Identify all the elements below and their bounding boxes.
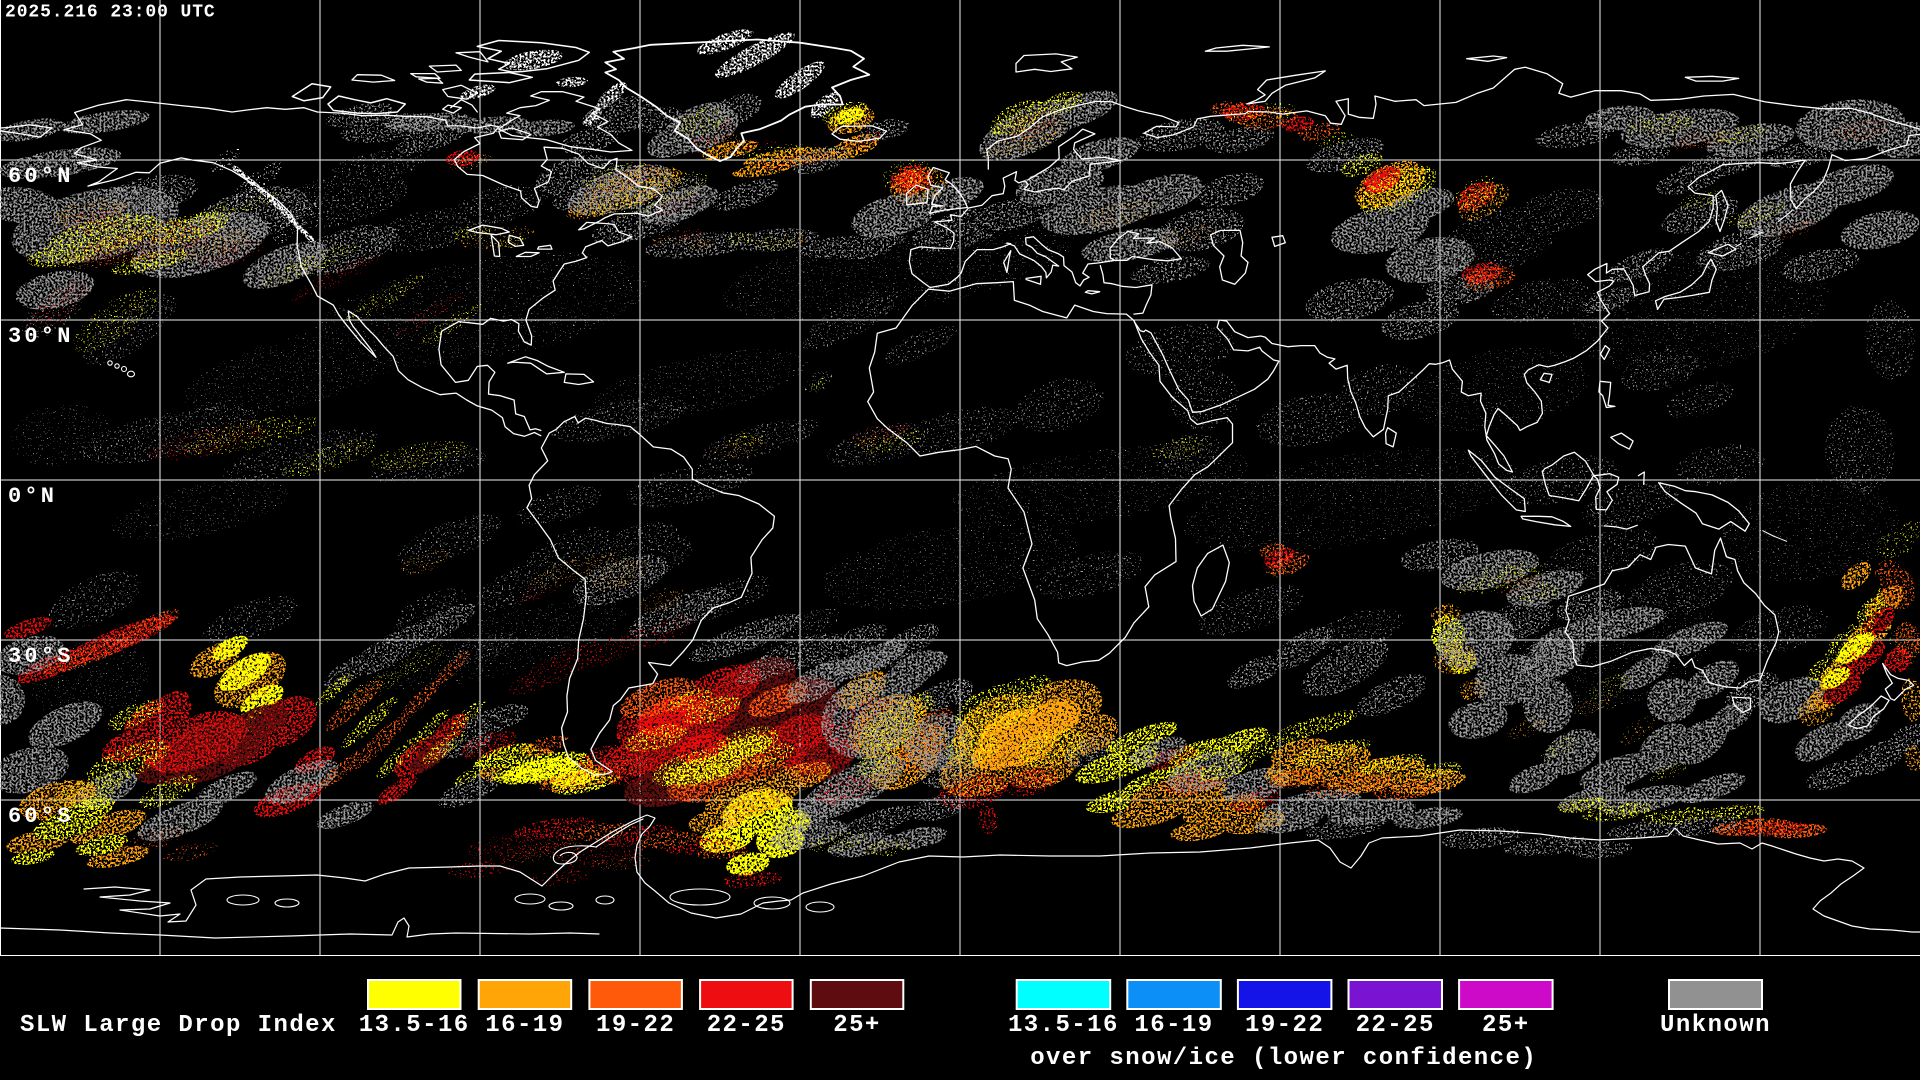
svg-text:over snow/ice (lower confidenc: over snow/ice (lower confidence) <box>1030 1045 1537 1072</box>
svg-text:19-22: 19-22 <box>596 1012 675 1039</box>
svg-text:2025.216 23:00 UTC: 2025.216 23:00 UTC <box>5 3 216 23</box>
svg-text:0°N: 0°N <box>8 484 57 509</box>
svg-text:60°N: 60°N <box>8 164 74 189</box>
svg-text:30°S: 30°S <box>8 644 74 669</box>
svg-text:13.5-16: 13.5-16 <box>359 1012 470 1039</box>
svg-text:13.5-16: 13.5-16 <box>1008 1012 1119 1039</box>
svg-text:SLW Large Drop Index: SLW Large Drop Index <box>20 1012 337 1039</box>
svg-text:30°N: 30°N <box>8 324 74 349</box>
svg-text:22-25: 22-25 <box>707 1012 786 1039</box>
svg-text:22-25: 22-25 <box>1356 1012 1435 1039</box>
svg-text:25+: 25+ <box>1482 1012 1530 1039</box>
svg-text:16-19: 16-19 <box>485 1012 564 1039</box>
svg-text:Unknown: Unknown <box>1660 1012 1771 1039</box>
svg-text:16-19: 16-19 <box>1134 1012 1213 1039</box>
svg-text:19-22: 19-22 <box>1245 1012 1324 1039</box>
svg-text:60°S: 60°S <box>8 804 74 829</box>
svg-text:25+: 25+ <box>833 1012 881 1039</box>
